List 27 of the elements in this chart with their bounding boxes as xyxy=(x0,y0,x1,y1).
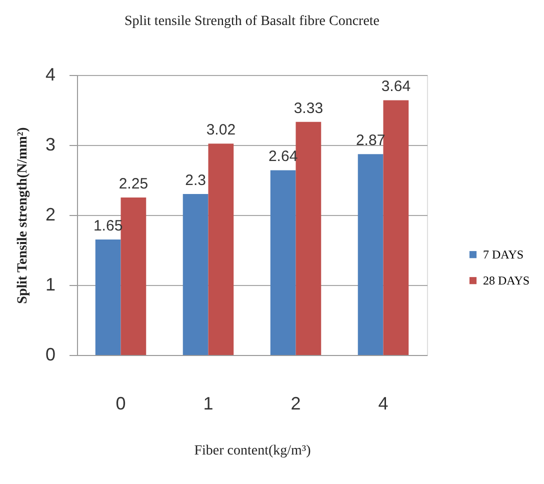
bar xyxy=(296,122,322,355)
y-axis-title: Split Tensile strength(N/mm²) xyxy=(15,126,30,304)
data-label: 3.33 xyxy=(294,100,324,117)
y-tick-label: 0 xyxy=(45,344,56,364)
x-axis-title: Fiber content(kg/m³) xyxy=(194,444,312,458)
bar xyxy=(120,198,146,355)
y-tick-label: 1 xyxy=(45,274,56,294)
x-tick-label: 4 xyxy=(378,394,388,414)
data-label: 3.64 xyxy=(381,78,411,96)
bar xyxy=(95,240,121,355)
bar xyxy=(208,144,234,355)
bar xyxy=(358,154,384,355)
data-label: 2.25 xyxy=(118,176,148,192)
bar xyxy=(383,100,409,355)
data-label: 2.3 xyxy=(185,172,206,189)
y-tick-label: 3 xyxy=(45,134,56,154)
y-tick-label: 2 xyxy=(45,204,56,224)
legend-label: 7 DAYS xyxy=(483,248,524,262)
bar xyxy=(182,194,208,355)
x-tick-label: 2 xyxy=(290,394,301,414)
y-tick-label: 4 xyxy=(45,64,56,84)
chart-title: Split tensile Strength of Basalt fibre Concrete xyxy=(124,14,380,29)
legend-label: 28 DAYS xyxy=(483,274,530,288)
x-tick-label: 1 xyxy=(203,394,214,414)
bar xyxy=(270,170,296,355)
data-label: 3.02 xyxy=(206,122,236,139)
x-tick-label: 0 xyxy=(116,394,126,414)
